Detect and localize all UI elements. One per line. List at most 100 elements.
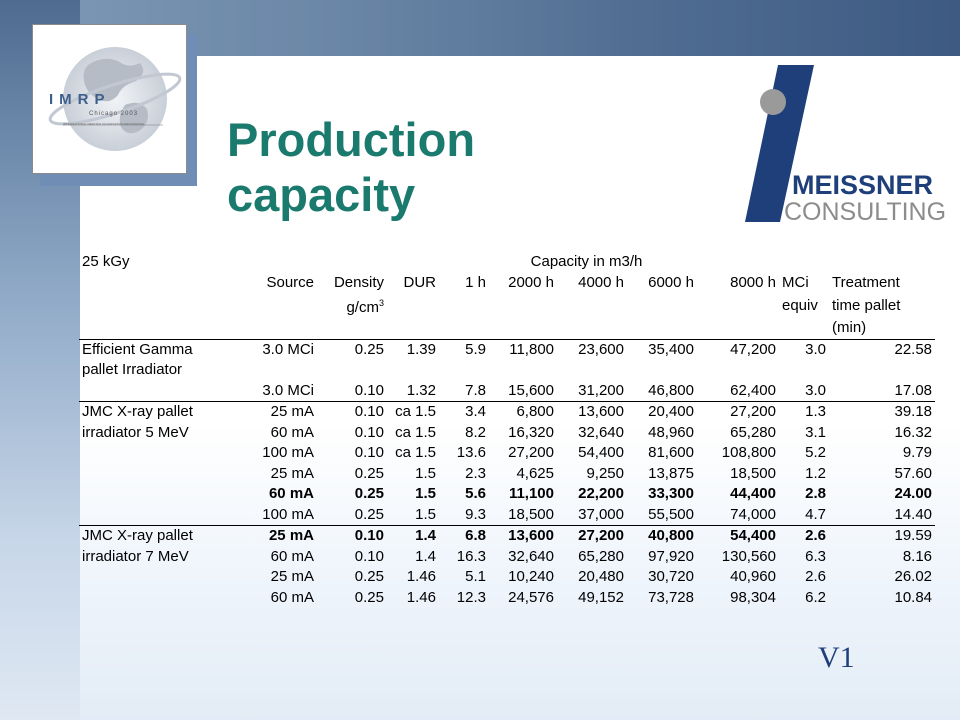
cell-density: 0.25 [354,485,384,503]
cell-h6000: 30,720 [648,568,694,586]
cell-density: 0.25 [354,464,384,482]
table-row: JMC X-ray pallet 25 mA 0.10 ca 1.5 3.4 6,800 1… [79,401,936,423]
cell-time: 8.16 [902,547,933,565]
table-row: 3.0 MCi 0.10 1.32 7.8 15,600 31,200 46,800 62,4… [79,381,935,402]
col-density-unit: g/cm3 [317,293,387,318]
cell-dur: ca 1.5 [387,401,439,423]
col-2000h: 2000 h [508,273,554,291]
cell-source: 100 mA [262,505,314,523]
table-header-row-2: Source Density DUR 1 h 2000 h 4000 h 600… [79,273,935,294]
cell-time: 22.58 [829,338,936,360]
cell-h8000: 40,960 [730,568,776,586]
cell-h1: 6.8 [439,525,489,547]
cell-h2000: 15,600 [508,381,554,399]
capacity-header: Capacity in m3/h [530,253,643,271]
cell-h4000: 22,200 [578,485,624,503]
cell-time: 24.00 [894,485,933,503]
cell-density: 0.10 [354,423,384,441]
cell-h2000: 11,800 [489,338,557,360]
dose-label: 25 kGy [82,253,130,271]
table-row: JMC X-ray pallet 25 mA 0.10 1.4 6.8 13,600 27,… [79,525,936,547]
cell-h4000: 65,280 [578,547,624,565]
group-label-2: irradiator 7 MeV [82,547,189,565]
cell-h1: 13.6 [456,444,486,462]
table-header-row-1: 25 kGy Capacity in m3/h [79,252,935,273]
cell-h8000: 98,304 [730,588,776,606]
table-header-row-4: (min) [79,318,936,340]
cell-h6000: 40,800 [627,525,697,547]
cell-dur: 1.4 [415,547,436,565]
globe-icon [48,47,182,151]
cell-h6000: 55,500 [648,505,694,523]
cell-h1: 7.8 [465,381,486,399]
cell-h2000: 13,600 [489,525,557,547]
table-row: pallet Irradiator [79,360,935,381]
cell-h6000: 33,300 [648,485,694,503]
cell-h8000: 18,500 [730,464,776,482]
group-label-empty [79,588,241,609]
cell-mci: 2.6 [779,525,829,547]
cell-h4000: 54,400 [578,444,624,462]
slide-content-background [80,56,960,720]
cell-mci: 6.3 [805,547,826,565]
cell-h4000: 23,600 [557,338,627,360]
cell-h8000: 44,400 [730,485,776,503]
cell-h2000: 4,625 [516,464,554,482]
col-source: Source [266,273,314,291]
meissner-name: MEISSNER [792,170,934,200]
cell-dur [387,360,439,381]
col-dur: DUR [403,273,437,291]
group-label-empty [79,381,241,402]
cell-mci: 2.8 [805,485,826,503]
cell-h2000: 10,240 [508,568,554,586]
table-row: 60 mA 0.25 1.5 5.6 11,100 22,200 33,300 44,400 2… [79,484,935,505]
cell-h2000: 27,200 [508,444,554,462]
cell-h4000 [557,360,627,381]
cell-h4000: 13,600 [557,401,627,423]
cell-h8000: 108,800 [721,444,776,462]
table-row: 25 mA 0.25 1.46 5.1 10,240 20,480 30,720 40,960… [79,567,935,588]
cell-h8000: 54,400 [697,525,779,547]
cell-time: 17.08 [894,381,933,399]
cell-h1: 3.4 [439,401,489,423]
cell-density: 0.10 [354,381,384,399]
cell-h4000: 27,200 [557,525,627,547]
col-4000h: 4000 h [578,273,624,291]
cell-h1 [439,360,489,381]
cell-source: 60 mA [270,547,314,565]
cell-h6000: 81,600 [648,444,694,462]
cell-h8000: 47,200 [697,338,779,360]
cell-h2000: 18,500 [508,505,554,523]
group-label-empty [79,484,241,505]
cell-time: 14.40 [894,505,933,523]
group-label-2: pallet Irradiator [82,361,183,379]
cell-source: 60 mA [270,588,314,606]
cell-mci: 3.0 [805,381,826,399]
slide-title-line2: capacity [227,168,416,221]
imrp-logo-text: IMRP [49,91,111,108]
cell-h1: 16.3 [456,547,486,565]
cell-time [829,360,935,381]
group-label-empty [79,464,241,485]
cell-source: 3.0 MCi [241,338,317,360]
table-row: irradiator 5 MeV 60 mA 0.10 ca 1.5 8.2 16,320… [79,423,935,444]
group-label-1: JMC X-ray pallet [79,525,241,547]
cell-h2000: 24,576 [508,588,554,606]
table-row: irradiator 7 MeV 60 mA 0.10 1.4 16.3 32,640 65… [79,547,935,568]
cell-h1: 9.3 [465,505,486,523]
cell-h4000: 49,152 [578,588,624,606]
cell-source [241,360,317,381]
cell-h6000: 35,400 [627,338,697,360]
col-1h: 1 h [465,273,486,291]
cell-dur: 1.5 [415,485,436,503]
cell-mci: 2.6 [805,568,826,586]
col-8000h: 8000 h [730,273,776,291]
cell-dur: 1.46 [406,568,436,586]
slide-title: Production capacity [227,112,475,222]
cell-density: 0.25 [354,588,384,606]
cell-mci: 1.3 [779,401,829,423]
cell-time: 57.60 [894,464,933,482]
col-mci-2: equiv [782,296,818,314]
version-label: V1 [818,641,855,674]
group-label-1: JMC X-ray pallet [79,401,241,423]
